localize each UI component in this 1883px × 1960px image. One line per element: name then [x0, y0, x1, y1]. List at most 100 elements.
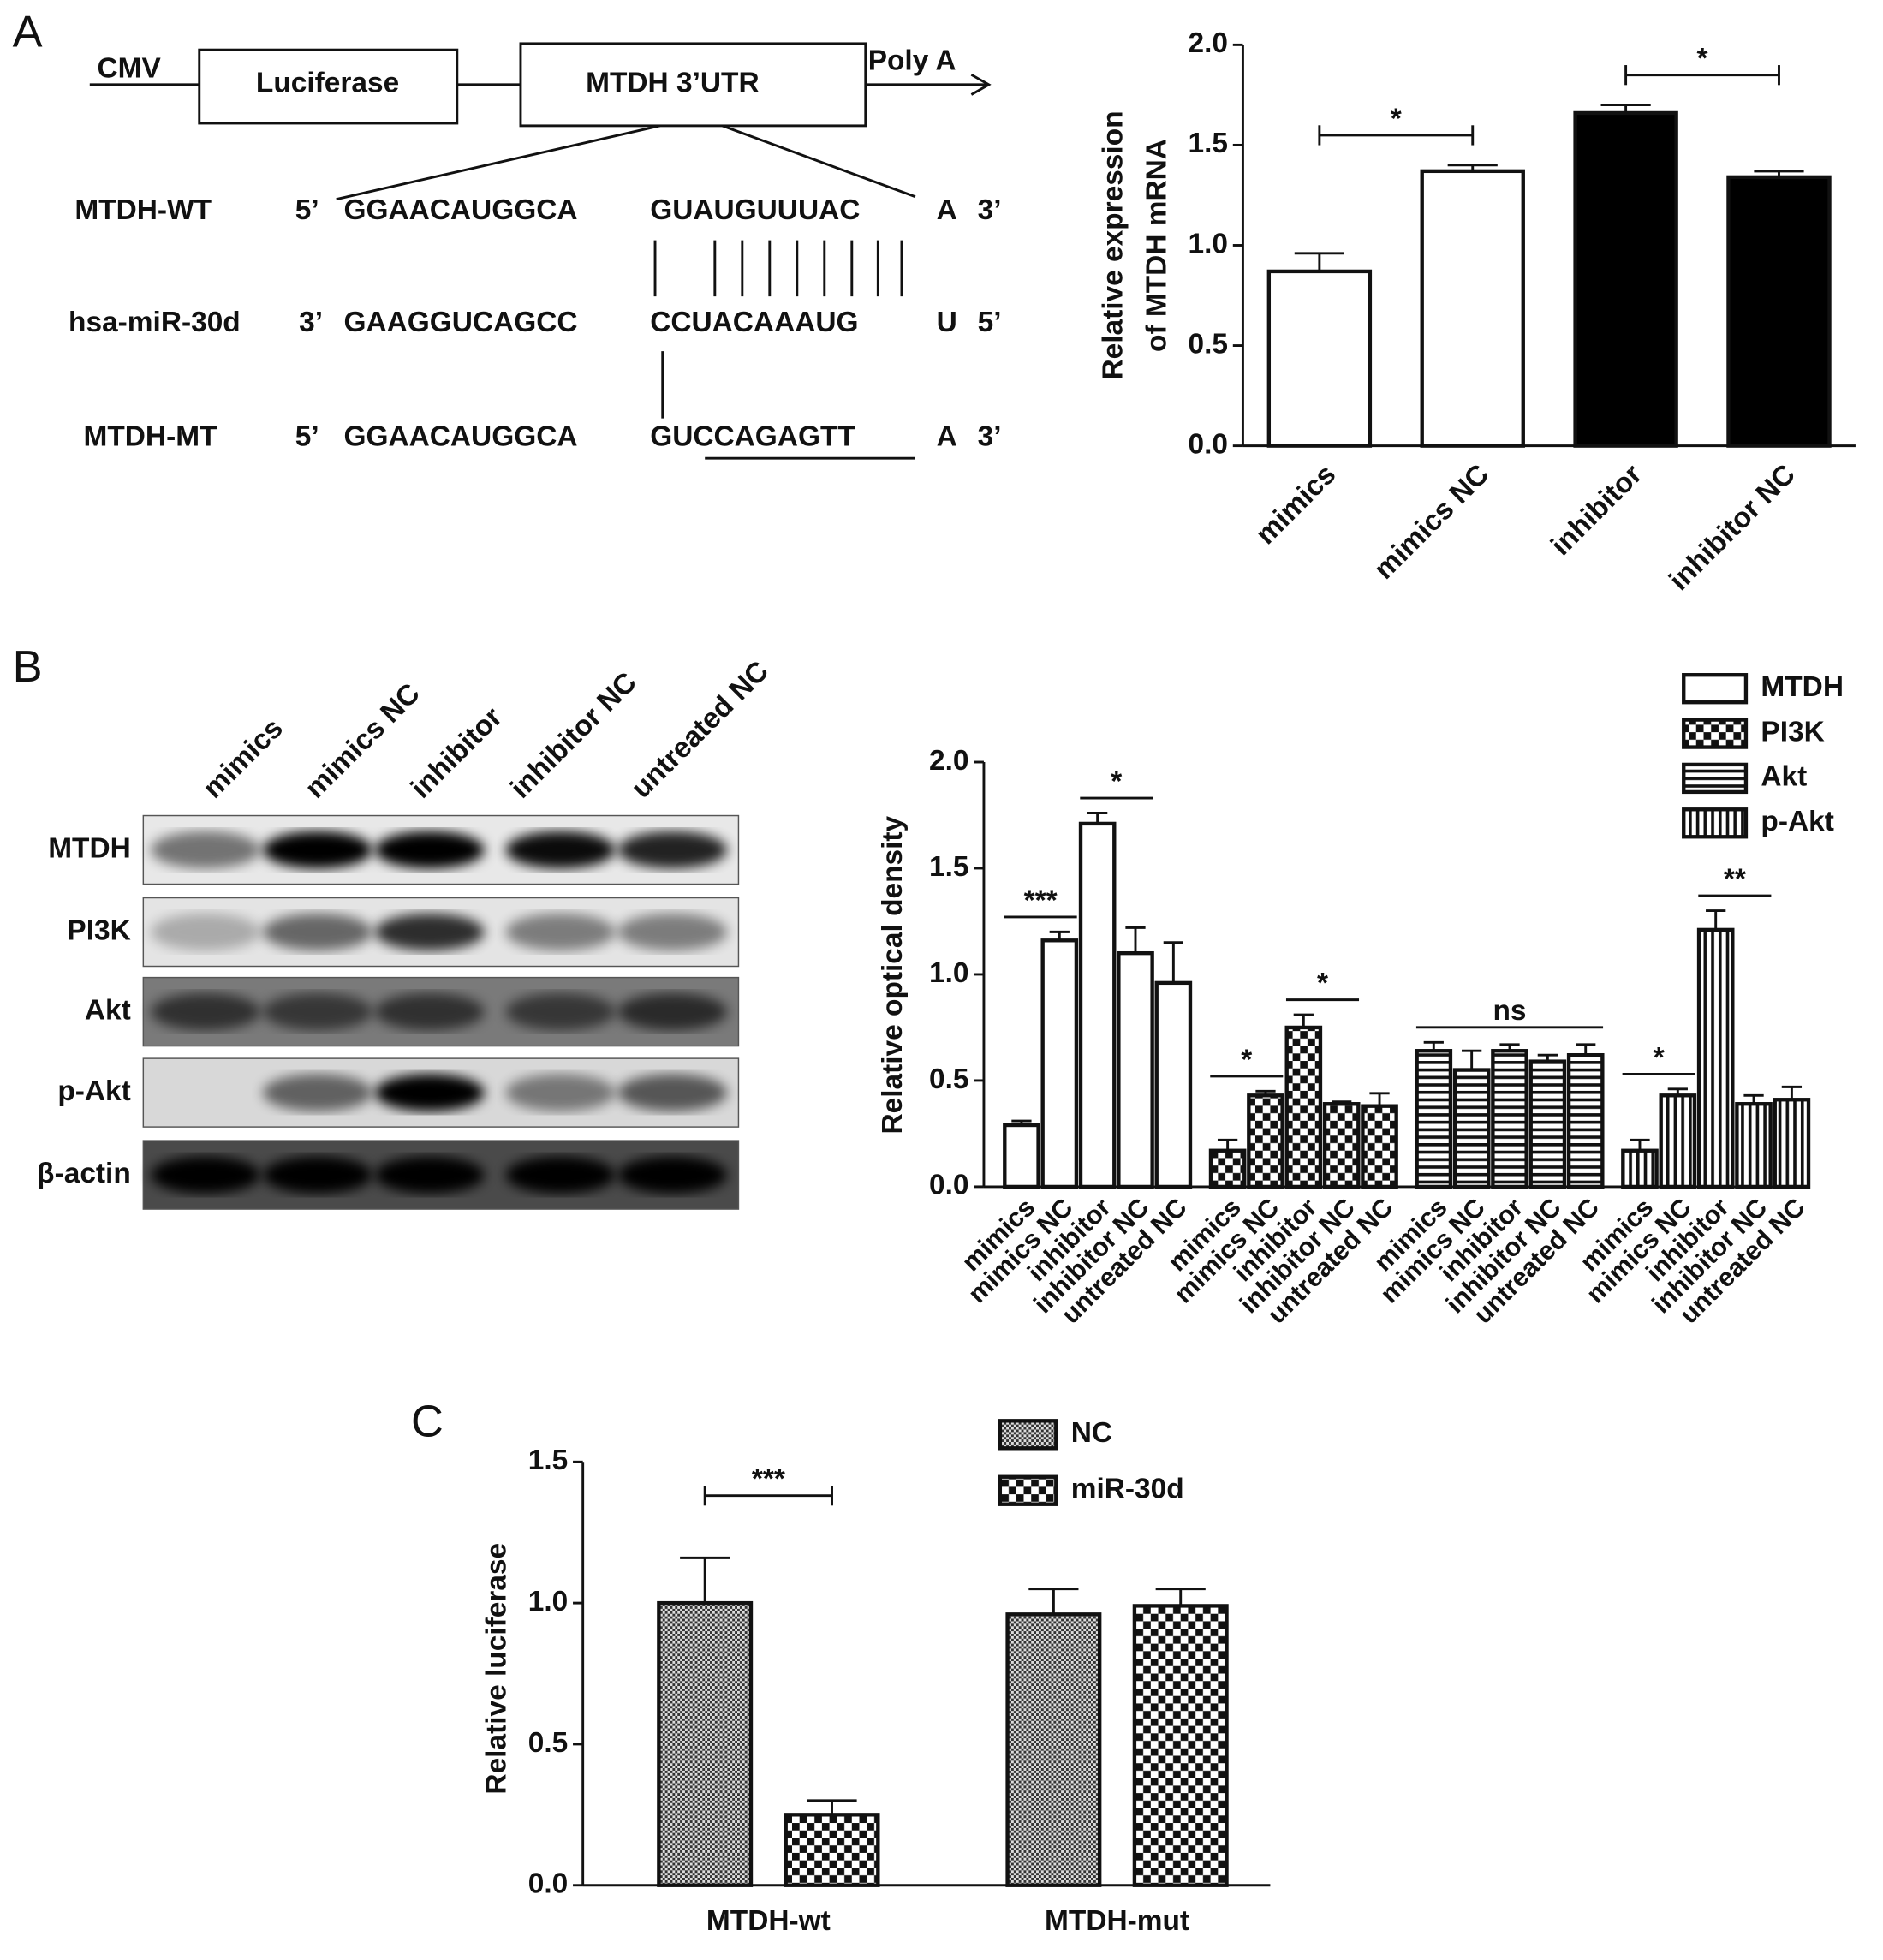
- error-bar: [1781, 1085, 1803, 1100]
- bar: [1659, 1093, 1697, 1189]
- y-tick-label: 1.0: [528, 1586, 568, 1617]
- blot-band: [505, 1156, 616, 1194]
- legend-swatch: [998, 1419, 1058, 1451]
- y-tick-label: 1.5: [528, 1445, 568, 1476]
- bar: [1573, 110, 1678, 448]
- bar: [1420, 169, 1525, 448]
- error-bar: [1255, 1089, 1276, 1096]
- y-tick-label: 0.0: [1188, 428, 1227, 460]
- legend-swatch: [1682, 762, 1749, 795]
- bar: [1322, 1102, 1361, 1189]
- significance-label: ns: [1493, 995, 1526, 1027]
- blot-band: [617, 992, 728, 1031]
- blot-band: [262, 1156, 372, 1194]
- blot-band: [617, 831, 728, 869]
- significance-label: *: [1111, 766, 1122, 797]
- blot-band: [262, 992, 372, 1031]
- legend-swatch: [1682, 718, 1749, 749]
- sequence-name: MTDH-MT: [84, 421, 218, 453]
- bar: [1284, 1025, 1323, 1189]
- bar: [1566, 1052, 1605, 1189]
- error-bar: [1049, 930, 1070, 941]
- blot-band: [505, 831, 616, 869]
- bar: [1247, 1093, 1284, 1189]
- blot-band: [374, 913, 485, 951]
- construct-diagram: [89, 42, 992, 460]
- legend-label: Akt: [1761, 761, 1807, 793]
- sequence-name: MTDH-WT: [74, 194, 212, 226]
- sequence-part: GAAGGUCAGCC: [343, 307, 577, 338]
- y-axis-label: Relative optical density: [877, 815, 909, 1134]
- blot-band: [505, 1074, 616, 1111]
- error-bar: [1754, 170, 1804, 177]
- blot-band: [151, 831, 261, 869]
- significance-label: ***: [752, 1463, 785, 1495]
- error-bar: [1155, 1588, 1206, 1606]
- lane-label: inhibitor NC: [504, 666, 642, 804]
- legend-swatch: [1682, 673, 1749, 705]
- protein-label: MTDH: [48, 832, 131, 864]
- legend-label: NC: [1071, 1417, 1112, 1449]
- panel-label: C: [411, 1397, 444, 1446]
- bar: [1040, 938, 1079, 1189]
- sequence-prime: 5’: [978, 307, 1002, 338]
- x-tick-label: inhibitor: [1545, 458, 1648, 562]
- x-tick-label: mimics: [1250, 458, 1343, 551]
- error-bar: [1537, 1053, 1558, 1062]
- polya-label: Poly A: [868, 45, 956, 77]
- error-bar: [1630, 1138, 1650, 1151]
- blot-band: [374, 1156, 485, 1194]
- x-tick-label: mimics NC: [1368, 458, 1495, 585]
- significance-label: *: [1697, 43, 1708, 74]
- bar: [1696, 927, 1735, 1189]
- blot-band: [505, 992, 616, 1031]
- blot-band: [505, 913, 616, 951]
- sequence-prime: 3’: [978, 194, 1002, 226]
- y-axis-label: Relative luciferase: [481, 1543, 513, 1795]
- sequence-prime: 3’: [299, 307, 323, 338]
- x-tick-label: MTDH-mut: [1045, 1905, 1189, 1937]
- error-bar: [680, 1556, 730, 1604]
- y-axis-label: Relative expression: [1097, 110, 1129, 379]
- significance-label: *: [1654, 1042, 1665, 1074]
- bar: [1005, 1612, 1102, 1887]
- panel-label: B: [13, 642, 43, 692]
- blot-band: [374, 831, 485, 869]
- blot-band: [374, 992, 485, 1031]
- promoter-label: CMV: [98, 52, 162, 84]
- sequence-base: U: [937, 307, 957, 338]
- y-tick-label: 2.0: [1188, 27, 1227, 59]
- sequence-prime: 3’: [978, 421, 1002, 453]
- sequence-name: hsa-miR-30d: [69, 307, 241, 338]
- bar: [1132, 1604, 1229, 1887]
- blot-band: [151, 913, 261, 951]
- error-bar: [1462, 1049, 1482, 1070]
- bar: [1078, 821, 1117, 1189]
- significance-label: *: [1241, 1044, 1252, 1075]
- blot-band: [617, 1074, 728, 1111]
- blot-band: [151, 992, 261, 1031]
- significance-label: **: [1724, 863, 1746, 895]
- bar: [657, 1600, 754, 1887]
- sequence-part: GGAACAUGGCA: [343, 421, 577, 453]
- error-bar: [1600, 104, 1651, 113]
- bar: [1528, 1059, 1567, 1189]
- blot-band: [262, 913, 372, 951]
- error-bar: [1294, 252, 1344, 271]
- x-tick-label: MTDH-wt: [706, 1905, 831, 1937]
- bar: [1726, 175, 1832, 448]
- legend-swatch: [1682, 807, 1749, 839]
- legend-label: p-Akt: [1761, 806, 1833, 837]
- blot-band: [617, 913, 728, 951]
- significance-label: *: [1317, 968, 1328, 999]
- bar: [1452, 1068, 1491, 1189]
- y-tick-label: 0.5: [1188, 328, 1227, 360]
- sequence-part: GUAUGUUUAC: [650, 194, 860, 226]
- error-bar: [1332, 1100, 1352, 1105]
- y-tick-label: 1.5: [929, 851, 968, 883]
- error-bar: [1667, 1087, 1688, 1096]
- error-bar: [1499, 1043, 1520, 1051]
- error-bar: [1706, 909, 1726, 930]
